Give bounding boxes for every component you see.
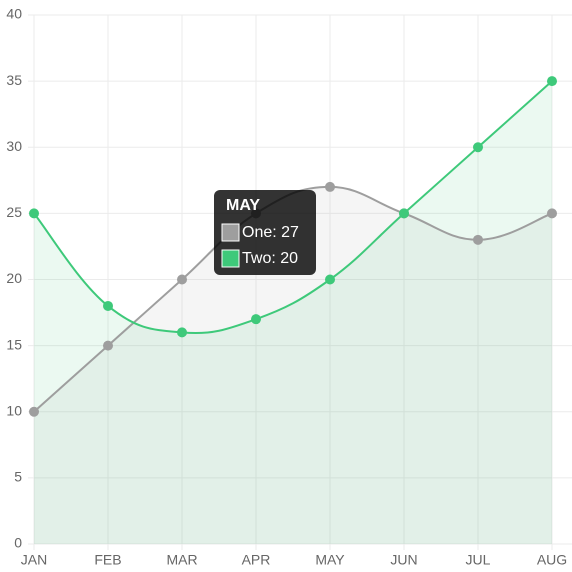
point xyxy=(325,274,335,285)
x-tick-label: AUG xyxy=(537,552,567,568)
point xyxy=(547,76,557,87)
y-tick-label: 40 xyxy=(6,6,22,22)
area xyxy=(34,81,552,544)
point xyxy=(29,208,39,219)
point xyxy=(251,314,261,325)
x-tick-label: MAY xyxy=(315,552,345,568)
y-tick-label: 20 xyxy=(6,270,22,286)
x-tick-label: MAR xyxy=(166,552,197,568)
point xyxy=(103,340,113,351)
tooltip-swatch xyxy=(221,249,240,268)
y-tick-label: 35 xyxy=(6,72,22,88)
tooltip-title: MAY xyxy=(226,197,260,214)
tooltip-swatch xyxy=(221,223,240,242)
tooltip: MAY One: 27 Two: 20 xyxy=(214,190,316,275)
x-tick-label: JUN xyxy=(390,552,417,568)
point xyxy=(29,406,39,417)
point xyxy=(325,181,335,192)
y-tick-label: 15 xyxy=(6,336,22,352)
x-tick-label: JUL xyxy=(466,552,491,568)
tooltip-line: Two: 20 xyxy=(242,250,298,267)
y-tick-label: 25 xyxy=(6,204,22,220)
y-tick-label: 5 xyxy=(14,469,22,485)
point xyxy=(473,234,483,245)
x-tick-label: FEB xyxy=(94,552,121,568)
y-tick-label: 10 xyxy=(6,402,22,418)
point xyxy=(177,274,187,285)
area xyxy=(34,186,552,545)
x-tick-label: APR xyxy=(242,552,271,568)
point xyxy=(547,208,557,219)
point xyxy=(177,327,187,338)
point xyxy=(103,300,113,311)
y-tick-label: 0 xyxy=(14,535,22,551)
point xyxy=(473,142,483,153)
tooltip-line: One: 27 xyxy=(242,224,299,241)
point xyxy=(399,208,409,219)
x-tick-label: JAN xyxy=(21,552,47,568)
y-tick-label: 30 xyxy=(6,138,22,154)
